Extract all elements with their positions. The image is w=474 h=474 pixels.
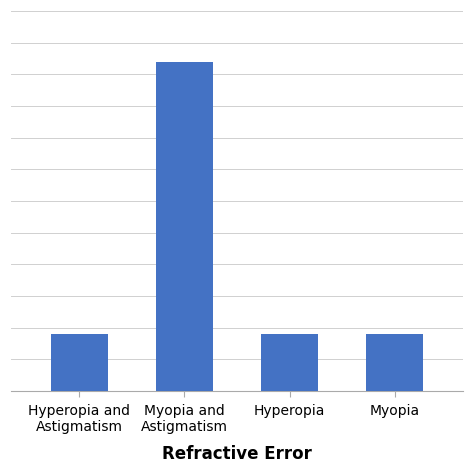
Bar [155,62,213,391]
Bar [51,334,108,391]
Bar [0,372,3,391]
X-axis label: Refractive Error: Refractive Error [162,445,312,463]
Bar [366,334,423,391]
Bar [261,334,319,391]
